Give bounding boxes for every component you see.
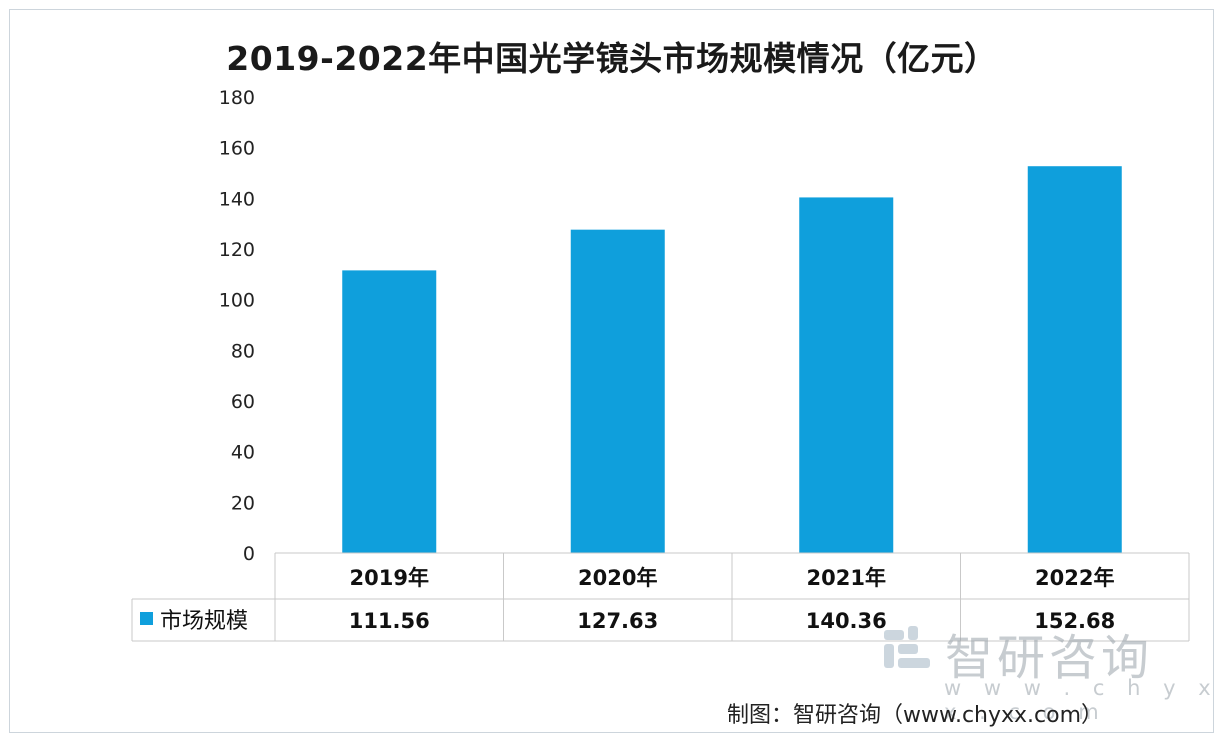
category-label: 2022年 xyxy=(1035,566,1114,590)
bar xyxy=(1027,166,1122,553)
source-note: 制图：智研咨询（www.chyxx.com） xyxy=(727,703,1104,728)
y-tick-label: 0 xyxy=(243,543,255,565)
y-tick-label: 180 xyxy=(219,87,255,109)
value-label: 140.36 xyxy=(806,609,887,633)
category-label: 2020年 xyxy=(578,566,657,590)
y-tick-label: 60 xyxy=(231,391,255,413)
y-tick-label: 100 xyxy=(219,290,255,312)
y-tick-label: 160 xyxy=(219,138,255,160)
y-tick-label: 140 xyxy=(219,188,255,210)
category-label: 2021年 xyxy=(807,566,886,590)
value-label: 111.56 xyxy=(349,609,430,633)
bar xyxy=(799,197,894,553)
chyxx-logo-icon xyxy=(884,626,930,668)
y-tick-label: 120 xyxy=(219,239,255,261)
chart-frame xyxy=(9,9,1214,733)
value-label: 127.63 xyxy=(577,609,658,633)
category-label: 2019年 xyxy=(350,566,429,590)
value-label: 152.68 xyxy=(1034,609,1115,633)
bar xyxy=(570,229,665,554)
watermark-url: w w w . c h y x x . c o m xyxy=(944,676,1219,724)
chart-title: 2019-2022年中国光学镜头市场规模情况（亿元） xyxy=(226,39,998,78)
y-tick-label: 80 xyxy=(231,340,255,362)
y-tick-label: 20 xyxy=(231,492,255,514)
legend-swatch xyxy=(140,612,153,625)
legend-label: 市场规模 xyxy=(160,609,248,634)
bar xyxy=(342,270,437,553)
y-tick-label: 40 xyxy=(231,442,255,464)
watermark-brand: 智研咨询 xyxy=(945,630,1154,686)
